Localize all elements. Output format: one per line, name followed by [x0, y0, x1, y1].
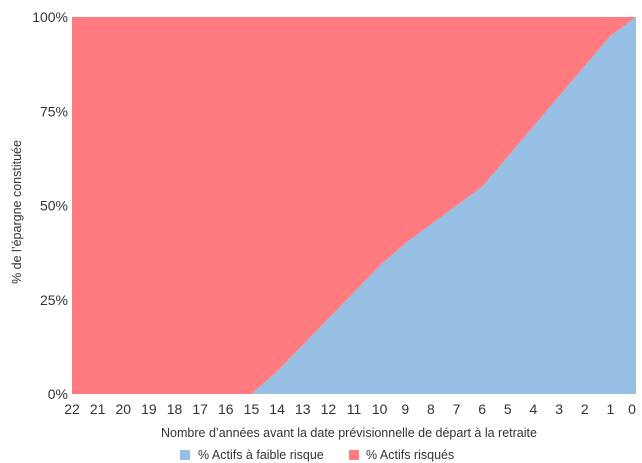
- x-tick-label: 10: [372, 401, 388, 417]
- area-series-risky: [72, 17, 636, 394]
- x-tick-label: 11: [347, 401, 362, 417]
- x-tick-label: 2: [581, 401, 589, 417]
- x-tick-label: 22: [64, 401, 80, 417]
- area-series-low-risk: [72, 17, 636, 394]
- x-tick-label: 4: [530, 401, 538, 417]
- x-tick-label: 14: [269, 401, 285, 417]
- y-tick-label: 75%: [40, 103, 68, 119]
- y-tick-label: 25%: [40, 292, 68, 308]
- x-tick-label: 1: [606, 401, 614, 417]
- x-tick-label: 6: [478, 401, 486, 417]
- x-tick-label: 8: [427, 401, 435, 417]
- y-axis-ticks: 0% 25% 50% 75% 100%: [32, 9, 68, 402]
- x-tick-label: 13: [295, 401, 311, 417]
- y-tick-label: 0%: [48, 386, 68, 402]
- legend: % Actifs à faible risque % Actifs risqué…: [180, 448, 454, 462]
- x-axis-ticks: 22 21 20 19 18 17 16 15 14 13 12 11 10 9 8 7 6 5 4 3 2 1 0: [64, 401, 636, 417]
- x-tick-label: 5: [504, 401, 512, 417]
- x-axis-title: Nombre d’années avant la date prévisionn…: [161, 426, 537, 440]
- x-tick-label: 15: [244, 401, 260, 417]
- x-tick-label: 16: [218, 401, 234, 417]
- x-tick-label: 17: [192, 401, 208, 417]
- y-tick-label: 100%: [32, 9, 68, 25]
- x-tick-label: 18: [167, 401, 183, 417]
- legend-swatch-risky: [349, 450, 359, 460]
- x-tick-label: 3: [555, 401, 563, 417]
- x-tick-label: 0: [628, 401, 636, 417]
- y-tick-label: 50%: [40, 198, 68, 214]
- legend-label-risky: % Actifs risqués: [366, 448, 454, 462]
- plot-areas: [72, 17, 636, 394]
- legend-swatch-low-risk: [180, 450, 190, 460]
- legend-label-low-risk: % Actifs à faible risque: [198, 448, 324, 462]
- y-axis-title: % de l’épargne constituée: [10, 140, 24, 284]
- x-tick-label: 9: [401, 401, 409, 417]
- x-tick-label: 19: [141, 401, 157, 417]
- x-tick-label: 7: [453, 401, 461, 417]
- x-tick-label: 20: [115, 401, 131, 417]
- x-tick-label: 12: [321, 401, 337, 417]
- x-tick-label: 21: [90, 401, 106, 417]
